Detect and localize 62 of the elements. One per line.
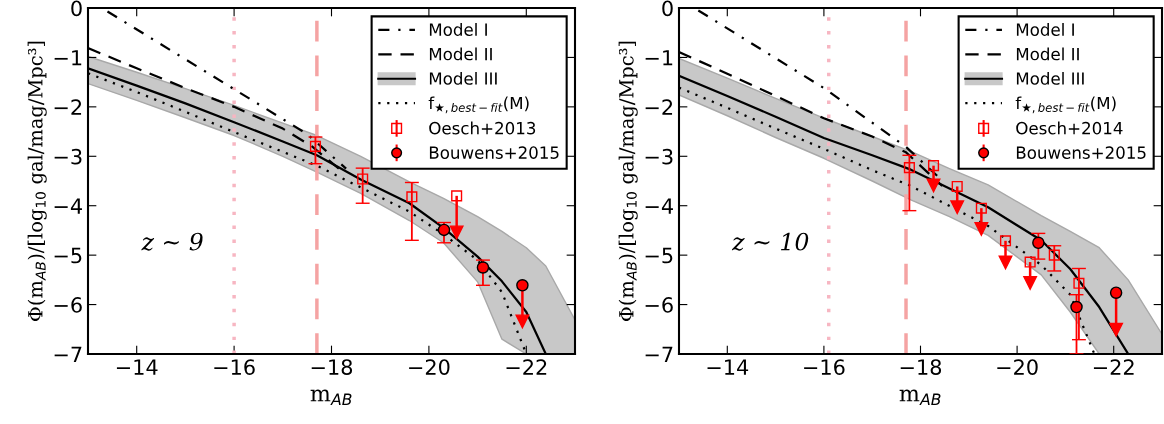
y-tick-label: −7	[645, 346, 673, 362]
point	[1024, 256, 1036, 268]
y-tick-label: −2	[645, 99, 673, 115]
legend-label: Model II	[1016, 47, 1079, 61]
y-tick-label: −2	[54, 99, 82, 115]
point	[1073, 277, 1085, 289]
y-tick-label: −7	[54, 346, 82, 362]
y-tick-label: −4	[645, 198, 673, 214]
point	[357, 173, 369, 185]
legend-label: Model I	[1016, 23, 1074, 36]
y-axis-title: Φ(m$_{AB}$)/[log$_{10}$ gal/mag/Mpc³]	[618, 41, 638, 321]
x-tick-label: −18	[311, 359, 353, 375]
legend-label: Bouwens+2015	[1016, 146, 1146, 159]
legend-label: Model III	[429, 71, 497, 85]
x-tick-label: −20	[409, 359, 450, 375]
point	[903, 162, 915, 174]
x-tick-label: −16	[804, 359, 845, 375]
y-tick-label: −1	[54, 50, 82, 66]
y-tick-label: −3	[54, 148, 82, 165]
point	[1032, 236, 1045, 250]
y-tick-label: −6	[54, 297, 82, 313]
point	[999, 235, 1012, 247]
x-tick-label: −14	[707, 359, 749, 375]
y-tick-label: −3	[645, 148, 673, 165]
point	[309, 140, 321, 152]
point	[476, 261, 490, 274]
y-tick-label: −4	[54, 198, 82, 214]
legend-label: Model II	[429, 47, 492, 61]
y-tick-label: −1	[645, 50, 673, 66]
x-axis-title: m$_{AB}$	[310, 389, 352, 405]
point	[1048, 249, 1060, 261]
point	[927, 160, 940, 172]
legend-label: Oesch+2014	[1016, 121, 1123, 135]
x-tick-label: −18	[900, 359, 942, 375]
point	[406, 191, 418, 203]
legend-label: f$_{★,best−fit}$(M)	[428, 96, 529, 114]
y-tick-label: −5	[54, 247, 82, 264]
legend-label: Model I	[429, 23, 487, 36]
annotation: z ∼ 9	[141, 232, 203, 251]
x-tick-label: −22	[1093, 359, 1134, 375]
legend-label: Oesch+2013	[429, 121, 536, 135]
y-tick-label: −6	[645, 297, 673, 313]
legend-label: Bouwens+2015	[429, 146, 559, 159]
y-axis-title: Φ(m$_{AB}$)/[log$_{10}$ gal/mag/Mpc³]	[27, 41, 47, 321]
x-tick-label: −16	[214, 359, 255, 375]
point	[437, 223, 451, 237]
x-tick-label: −14	[116, 359, 158, 375]
point	[951, 180, 963, 192]
annotation: z ∼ 10	[731, 232, 809, 251]
point	[975, 202, 987, 214]
x-axis-title: m$_{AB}$	[899, 389, 941, 405]
point	[1070, 300, 1083, 314]
x-tick-label: −22	[506, 359, 547, 375]
legend-label: Model III	[1016, 71, 1084, 85]
y-tick-label: 0	[662, 0, 673, 17]
point	[516, 279, 529, 292]
point	[1109, 286, 1123, 299]
x-tick-label: −20	[997, 359, 1038, 375]
legend-label: f$_{★,best−fit}$(M)	[1015, 96, 1116, 114]
y-tick-label: 0	[71, 0, 82, 17]
point	[451, 190, 463, 202]
y-tick-label: −5	[645, 247, 673, 264]
